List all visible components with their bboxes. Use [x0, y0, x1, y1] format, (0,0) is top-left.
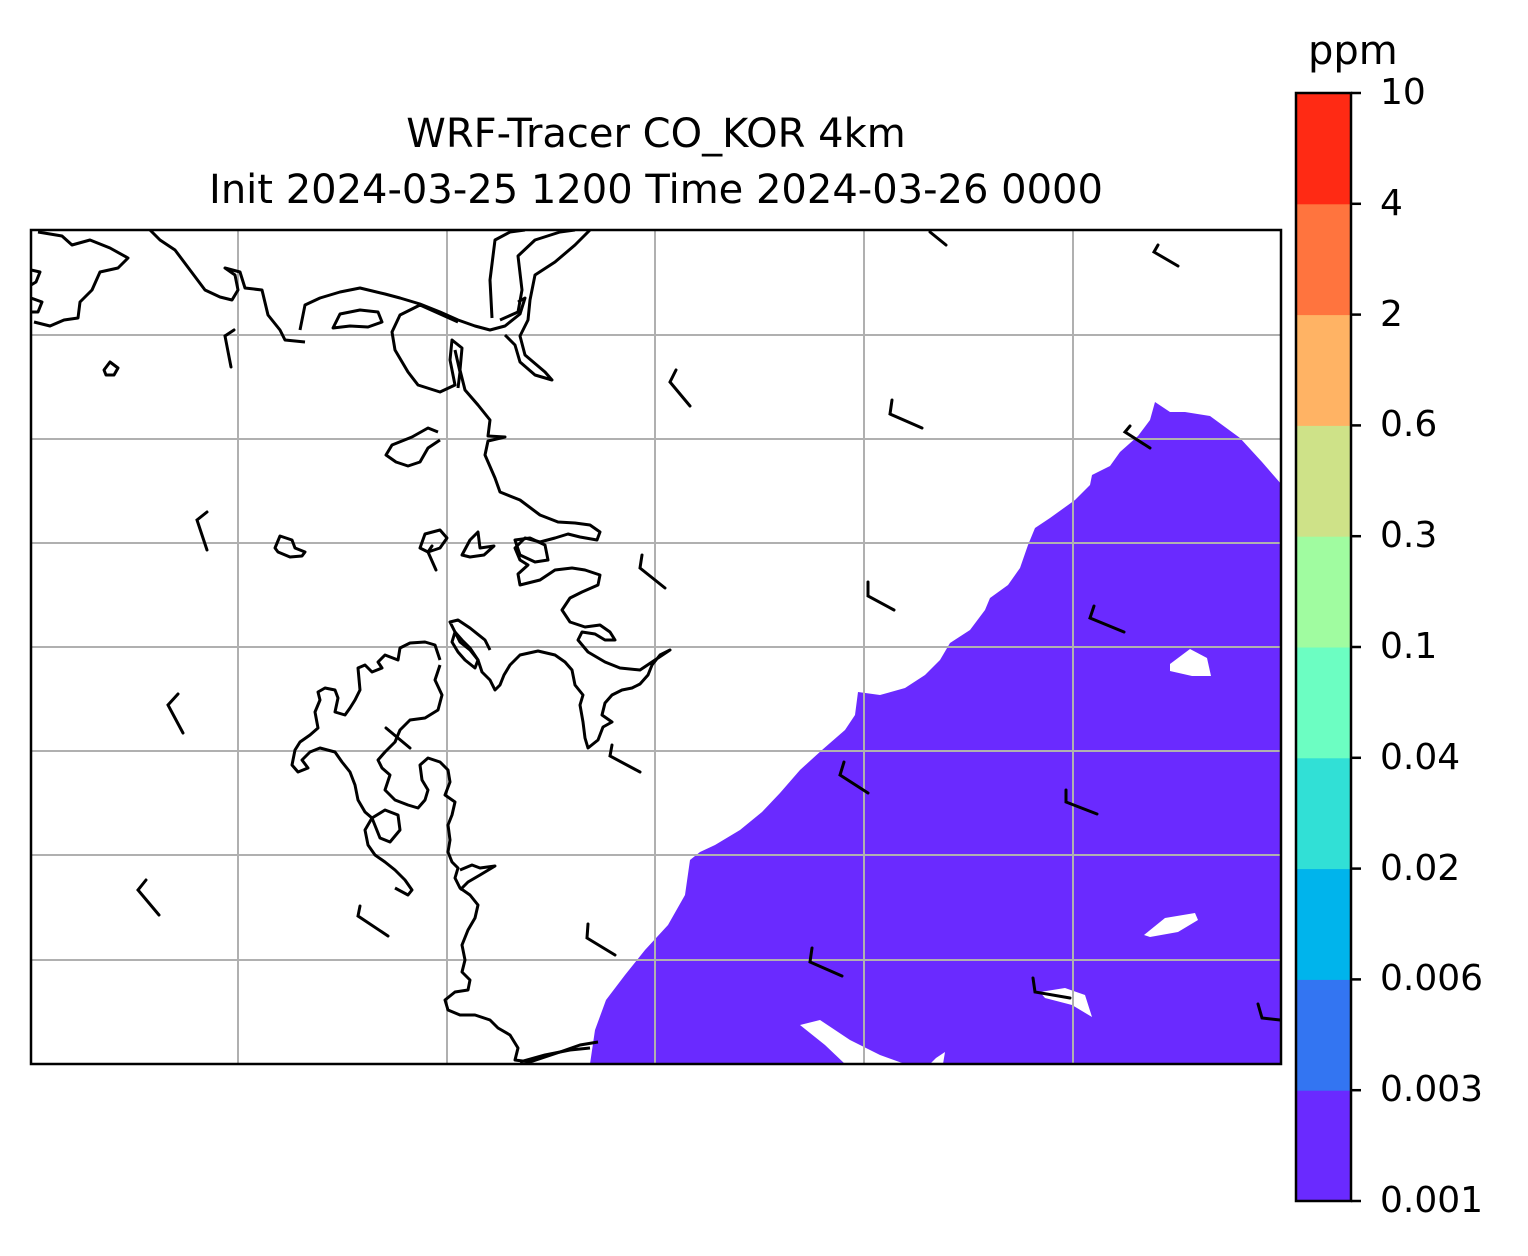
island-cluster — [370, 808, 402, 844]
colorbar — [1294, 91, 1361, 1203]
island-cluster — [513, 536, 550, 564]
wind-barb — [585, 922, 617, 957]
colorbar-band — [1296, 1090, 1351, 1202]
white-patch — [1144, 913, 1198, 937]
wind-barb — [1031, 976, 1072, 1000]
wind-barb — [166, 692, 185, 735]
coastlines — [31, 230, 672, 1064]
island-cluster — [450, 630, 480, 670]
colorbar-tick-label: 4 — [1380, 182, 1403, 224]
chart-title: WRF-Tracer CO_KOR 4km Init 2024-03-25 12… — [30, 106, 1282, 218]
wind-barb — [1151, 243, 1180, 268]
wind-barb — [195, 510, 209, 552]
wind-barb — [1256, 1002, 1281, 1022]
coastline-river-east — [503, 230, 592, 382]
coastline-river-west — [488, 230, 576, 322]
wind-barb — [1122, 424, 1152, 450]
tracer-concentration-region — [590, 402, 1281, 1064]
wind-barb — [668, 368, 692, 408]
wind-barb — [1064, 788, 1099, 816]
wind-barb — [808, 946, 844, 978]
wind-barb — [356, 904, 390, 938]
title-line-1: WRF-Tracer CO_KOR 4km — [406, 111, 906, 157]
colorbar-tick-label: 2 — [1380, 293, 1403, 335]
colorbar-unit-label: ppm — [1308, 28, 1398, 74]
island-north-bay — [331, 308, 384, 330]
colorbar-tick-label: 0.001 — [1380, 1180, 1484, 1221]
white-patch — [930, 1052, 945, 1064]
wind-barb — [638, 553, 667, 590]
wind-barb — [384, 726, 412, 750]
colorbar-band — [1296, 203, 1351, 316]
colorbar-band — [1296, 757, 1351, 870]
island-cluster — [273, 534, 307, 559]
colorbar-tick-label: 0.003 — [1380, 1069, 1484, 1111]
wind-barb — [838, 760, 870, 795]
colorbar-tick-label: 0.02 — [1380, 847, 1461, 889]
coastline-shandong-west — [290, 640, 442, 897]
title-line-2: Init 2024-03-25 1200 Time 2024-03-26 000… — [209, 167, 1103, 213]
wind-barb — [136, 878, 161, 917]
coastline-shandong-inner — [376, 664, 599, 1064]
map-frame — [29, 228, 1283, 1066]
colorbar-band — [1296, 868, 1351, 980]
colorbar-band — [1296, 93, 1351, 205]
wind-barb — [928, 230, 948, 247]
island-west-small — [102, 360, 120, 377]
white-patch — [800, 1020, 905, 1064]
coastline-korea-west — [390, 303, 672, 750]
coastline-north-bay — [148, 230, 306, 344]
colorbar-tick-label: 0.6 — [1380, 404, 1438, 446]
wind-barb — [888, 398, 924, 430]
coastline-eastern-shore — [458, 863, 591, 1064]
colorbar-tick-label: 0.3 — [1380, 515, 1438, 557]
wind-barb — [866, 580, 896, 612]
wind-barbs — [136, 230, 1281, 1022]
wind-barb — [608, 743, 642, 774]
white-patch — [1170, 649, 1211, 676]
wind-barb — [426, 544, 438, 572]
colorbar-band — [1296, 979, 1351, 1091]
map-area — [31, 230, 1281, 1064]
colorbar-tick-label: 0.1 — [1380, 626, 1438, 667]
colorbar-band — [1296, 536, 1351, 648]
wind-barb — [223, 328, 236, 369]
gridlines — [31, 230, 1281, 1064]
colorbar-band — [1296, 314, 1351, 426]
island-cluster — [460, 530, 496, 559]
coastline-korea-west-inlets — [384, 349, 462, 468]
colorbar-band — [1296, 647, 1351, 759]
colorbar-tick-label: 0.006 — [1380, 958, 1484, 1000]
colorbar-band — [1296, 425, 1351, 537]
colorbar-tick-label: 0.04 — [1380, 736, 1461, 778]
colorbar-tick-label: 10 — [1380, 72, 1426, 113]
coastline-mainland-north — [31, 230, 130, 328]
wind-barb — [1088, 604, 1126, 634]
